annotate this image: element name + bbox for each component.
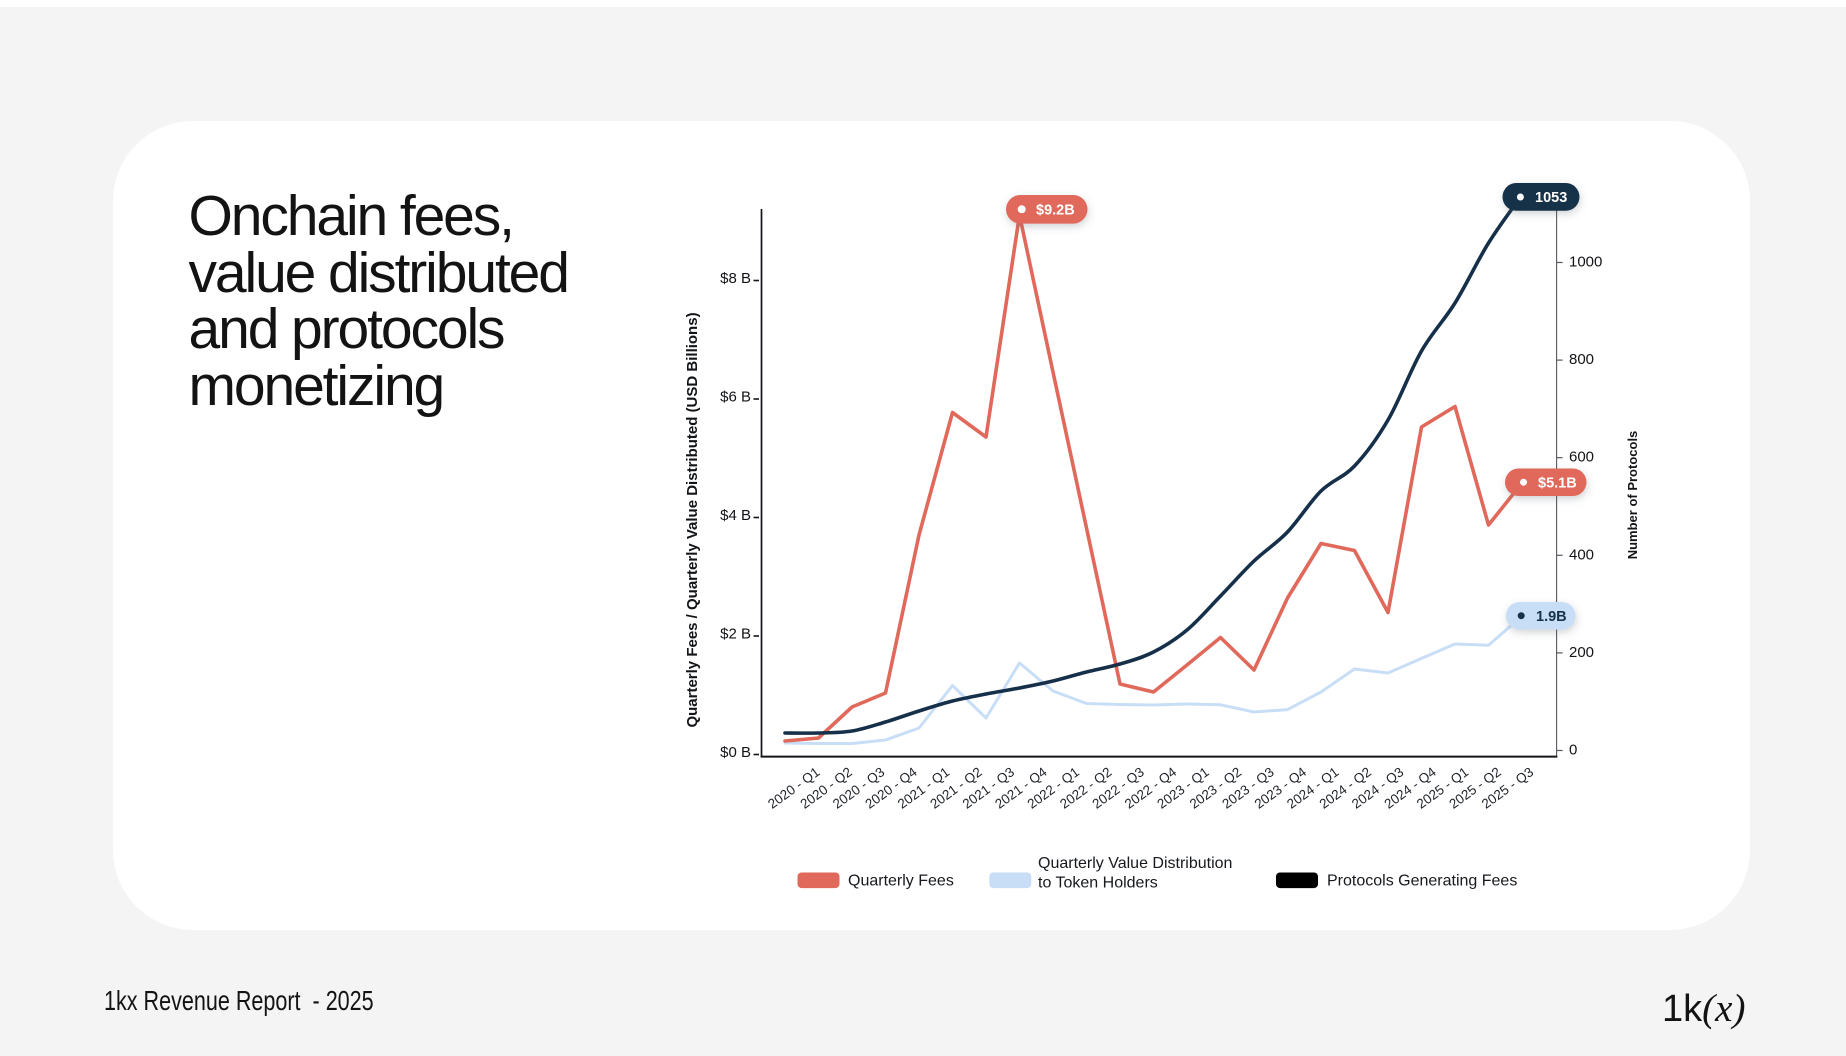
- svg-text:600: 600: [1569, 449, 1594, 466]
- svg-text:1.9B: 1.9B: [1536, 609, 1567, 625]
- svg-text:$0 B: $0 B: [720, 744, 751, 761]
- svg-text:200: 200: [1569, 644, 1594, 661]
- svg-text:1000: 1000: [1569, 254, 1602, 271]
- svg-text:$5.1B: $5.1B: [1538, 475, 1577, 491]
- svg-text:Protocols Generating Fees: Protocols Generating Fees: [1327, 873, 1517, 890]
- svg-text:800: 800: [1569, 351, 1594, 368]
- svg-text:$4 B: $4 B: [720, 507, 751, 524]
- svg-text:Quarterly Fees: Quarterly Fees: [848, 873, 954, 890]
- svg-text:400: 400: [1569, 546, 1594, 563]
- svg-text:$8 B: $8 B: [720, 270, 751, 287]
- svg-text:Quarterly Fees / Quarterly Val: Quarterly Fees / Quarterly Value Distrib…: [684, 312, 701, 727]
- svg-text:$2 B: $2 B: [720, 626, 751, 643]
- svg-text:0: 0: [1569, 742, 1577, 759]
- svg-text:Number of Protocols: Number of Protocols: [1625, 431, 1640, 560]
- svg-text:to Token Holders: to Token Holders: [1038, 875, 1158, 892]
- svg-text:1053: 1053: [1535, 190, 1567, 206]
- svg-text:$6 B: $6 B: [720, 389, 751, 406]
- svg-text:$9.2B: $9.2B: [1036, 202, 1075, 218]
- svg-text:Quarterly Value Distribution: Quarterly Value Distribution: [1038, 855, 1232, 872]
